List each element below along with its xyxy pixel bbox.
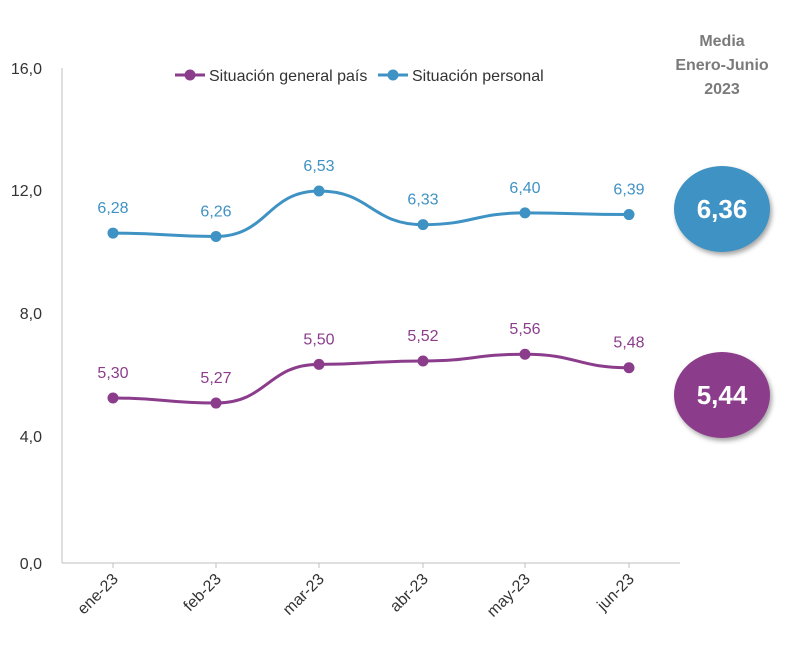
data-point [313,185,325,197]
legend-marker [184,69,196,81]
data-point [210,230,222,242]
x-tick-label: jun-23 [594,571,638,615]
y-tick-label: 16,0 [11,61,42,78]
series-line [112,352,630,405]
media-title-line1: Media [699,33,745,50]
legend-marker [387,69,399,81]
media-title: Media Enero-Junio 2023 [672,30,772,102]
x-tick-label: feb-23 [181,571,225,615]
data-label: 5,27 [200,370,231,387]
data-label: 6,33 [407,192,438,209]
data-label: 6,53 [303,158,334,175]
x-tick-label: mar-23 [280,571,328,619]
media-title-line3: 2023 [704,81,740,98]
media-title-line2: Enero-Junio [675,57,769,74]
x-tick-label: may-23 [484,571,534,621]
media-general-bubble: 5,44 [674,352,770,438]
data-point [519,207,531,219]
media-personal-bubble: 6,36 [674,166,770,252]
data-point [107,227,119,239]
data-label: 5,30 [97,365,128,382]
data-label: 6,39 [613,182,644,199]
data-label: 6,26 [200,203,231,220]
data-label: 6,40 [509,180,540,197]
x-tick-label: ene-23 [75,571,122,618]
x-tick-label: abr-23 [387,571,432,616]
data-point [313,358,325,370]
series-line [112,189,630,238]
data-label: 6,28 [97,200,128,217]
y-tick-label: 0,0 [20,556,42,573]
data-point [623,209,635,221]
y-tick-label: 8,0 [20,306,42,323]
y-tick-label: 12,0 [11,183,42,200]
data-point [623,362,635,374]
data-point [519,348,531,360]
data-label: 5,50 [303,331,334,348]
data-point [417,219,429,231]
data-point [210,397,222,409]
legend-label: Situación personal [412,68,544,85]
data-point [107,392,119,404]
y-tick-label: 4,0 [20,429,42,446]
data-label: 5,48 [613,335,644,352]
data-point [417,355,429,367]
data-label: 5,56 [509,321,540,338]
data-label: 5,52 [407,328,438,345]
legend-label: Situación general país [209,68,367,85]
